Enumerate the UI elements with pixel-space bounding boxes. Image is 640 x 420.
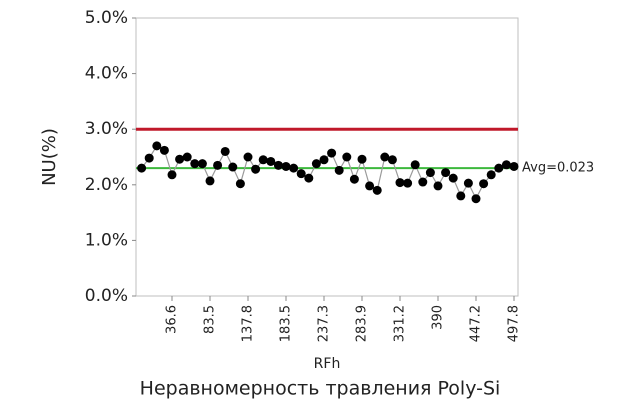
data-point: [175, 154, 185, 164]
data-point: [273, 160, 283, 170]
data-point: [463, 178, 473, 188]
data-point: [365, 181, 375, 191]
y-tick-label: 4.0%: [85, 64, 128, 84]
data-point: [357, 154, 367, 164]
data-point: [441, 168, 451, 178]
x-axis-title: RFh: [314, 356, 341, 372]
y-tick-label: 1.0%: [85, 230, 128, 250]
data-point: [494, 163, 504, 173]
data-point: [418, 177, 428, 187]
data-point: [342, 152, 352, 162]
data-point: [258, 155, 268, 165]
data-point: [448, 173, 458, 183]
data-point: [197, 159, 207, 169]
data-point: [159, 145, 169, 155]
data-point: [235, 179, 245, 189]
y-tick-label: 5.0%: [85, 8, 128, 28]
data-point: [425, 168, 435, 178]
y-axis-title: NU(%): [39, 128, 60, 186]
data-point: [372, 185, 382, 195]
data-point: [228, 162, 238, 172]
data-point: [152, 141, 162, 151]
data-point: [479, 179, 489, 189]
data-point: [289, 163, 299, 173]
x-tick-label: 283.9: [355, 305, 370, 342]
data-point: [266, 156, 276, 166]
plot-frame: [135, 17, 519, 297]
x-tick-label: 447.2: [469, 305, 484, 342]
x-tick-label: 331.2: [393, 305, 408, 342]
data-point: [251, 164, 261, 174]
y-tick-label: 2.0%: [85, 175, 128, 195]
data-point: [380, 152, 390, 162]
data-point: [509, 161, 519, 171]
data-point: [281, 161, 291, 171]
x-tick-label: 183.5: [279, 305, 294, 342]
x-tick-label: 36.6: [165, 305, 180, 334]
data-point: [433, 181, 443, 191]
data-point: [190, 159, 200, 169]
data-point: [319, 155, 329, 165]
data-point: [486, 170, 496, 180]
data-point: [327, 148, 337, 158]
x-tick-label: 137.8: [241, 305, 256, 342]
data-point: [501, 160, 511, 170]
y-tick-label: 3.0%: [85, 119, 128, 139]
data-point: [456, 191, 466, 201]
x-tick-label: 83.5: [203, 305, 218, 334]
data-point: [471, 194, 481, 204]
data-point: [349, 174, 359, 184]
data-point: [311, 159, 321, 169]
caption: Неравномерность травления Poly-Si: [140, 378, 501, 400]
data-point: [410, 160, 420, 170]
x-tick-label: 390: [431, 305, 446, 330]
data-point: [205, 176, 215, 186]
data-point: [334, 165, 344, 175]
data-point: [213, 160, 223, 170]
data-point: [167, 170, 177, 180]
data-point: [182, 152, 192, 162]
data-point: [395, 178, 405, 188]
x-tick-label: 497.8: [507, 305, 522, 342]
data-point: [243, 152, 253, 162]
x-tick-label: 237.3: [317, 305, 332, 342]
data-point: [144, 153, 154, 163]
y-tick-label: 0.0%: [85, 286, 128, 306]
data-point: [403, 178, 413, 188]
data-point: [137, 163, 147, 173]
data-point: [304, 173, 314, 183]
data-point: [387, 155, 397, 165]
data-point: [296, 169, 306, 179]
reference-label: Avg=0.023: [522, 161, 594, 176]
data-point: [220, 146, 230, 156]
